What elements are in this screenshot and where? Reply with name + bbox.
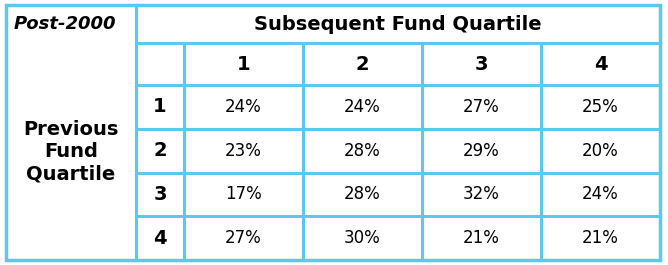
Text: 24%: 24% <box>225 98 262 116</box>
Text: 30%: 30% <box>344 229 381 247</box>
Text: 21%: 21% <box>463 229 500 247</box>
Text: 23%: 23% <box>225 142 262 160</box>
Text: Fund: Fund <box>44 142 98 161</box>
Text: 17%: 17% <box>225 186 262 203</box>
Text: 20%: 20% <box>582 142 619 160</box>
Text: 25%: 25% <box>582 98 619 116</box>
Text: 27%: 27% <box>463 98 500 116</box>
Text: Post-2000: Post-2000 <box>14 15 116 33</box>
Text: 24%: 24% <box>582 186 619 203</box>
Text: Previous: Previous <box>23 120 119 139</box>
Text: Subsequent Fund Quartile: Subsequent Fund Quartile <box>255 15 542 33</box>
Text: 27%: 27% <box>225 229 262 247</box>
Text: Quartile: Quartile <box>26 164 116 183</box>
Text: 28%: 28% <box>344 142 381 160</box>
Text: 3: 3 <box>153 185 167 204</box>
Text: 4: 4 <box>594 55 607 73</box>
Text: 2: 2 <box>153 141 167 160</box>
Text: 21%: 21% <box>582 229 619 247</box>
Text: 1: 1 <box>236 55 250 73</box>
Text: 4: 4 <box>153 229 167 248</box>
Text: 24%: 24% <box>344 98 381 116</box>
Text: 28%: 28% <box>344 186 381 203</box>
Text: 3: 3 <box>475 55 488 73</box>
Text: 2: 2 <box>355 55 369 73</box>
Text: 29%: 29% <box>463 142 500 160</box>
Text: 32%: 32% <box>463 186 500 203</box>
Text: 1: 1 <box>153 97 167 116</box>
